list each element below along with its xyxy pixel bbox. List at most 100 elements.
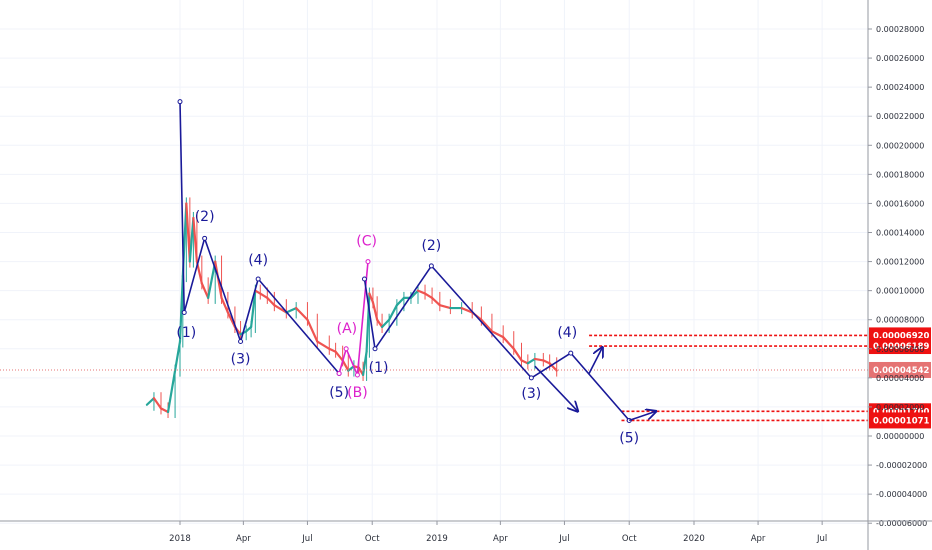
- price-segment: [548, 362, 558, 372]
- price-segment: [520, 359, 529, 365]
- price-segment: [533, 357, 545, 362]
- wave-node: [354, 372, 360, 378]
- wave-label: (B): [347, 385, 368, 401]
- price-segment: [306, 318, 319, 343]
- x-tick-label: 2020: [683, 534, 705, 544]
- price-segment: [409, 289, 420, 300]
- price-segment: [526, 357, 536, 365]
- wave-label: (A): [337, 321, 358, 337]
- x-tick-label: Jul: [558, 534, 569, 544]
- projection-arrow: [588, 347, 602, 374]
- x-tick-label: Apr: [493, 534, 508, 544]
- price-segment: [341, 359, 350, 372]
- current-price-label: 0.00004542: [873, 366, 930, 376]
- y-tick-label: 0.00016000: [876, 199, 924, 208]
- level-label: 0.00001071: [873, 416, 930, 426]
- y-tick-label: 0.00022000: [876, 112, 924, 121]
- price-segment: [159, 407, 170, 414]
- wave-path: [363, 265, 630, 421]
- x-tick-label: Oct: [622, 534, 637, 544]
- x-tick-label: 2018: [169, 534, 191, 544]
- x-tick-label: Oct: [365, 534, 380, 544]
- price-segment: [166, 369, 177, 414]
- y-tick-label: 0.00012000: [876, 258, 924, 267]
- wave-path: [338, 261, 369, 376]
- level-badge: [869, 338, 931, 355]
- price-segment: [295, 306, 309, 321]
- y-tick-label: 0.00008000: [876, 316, 924, 325]
- price-segment: [371, 301, 379, 321]
- wave-label: (2): [195, 209, 215, 225]
- x-tick-label: Jul: [301, 534, 312, 544]
- price-segment: [388, 304, 398, 321]
- projection-arrow: [534, 365, 578, 411]
- y-tick-label: 0.00000000: [876, 432, 924, 441]
- price-segment: [273, 304, 288, 314]
- wave-node: [361, 276, 367, 282]
- x-tick-label: Apr: [751, 534, 766, 544]
- price-segment: [490, 330, 505, 339]
- level-badge: [869, 412, 931, 429]
- price-segment: [460, 306, 474, 314]
- wave-label: (5): [619, 431, 639, 447]
- wave-label: (5): [329, 385, 349, 401]
- price-segment: [480, 318, 494, 333]
- price-segment: [347, 365, 356, 372]
- y-tick-label: 0.00018000: [876, 170, 924, 179]
- price-segment: [152, 397, 163, 410]
- price-segment: [285, 306, 298, 314]
- wave-path: [179, 101, 340, 375]
- price-segment: [220, 296, 229, 314]
- wave-label: (1): [176, 325, 196, 341]
- wave-label: (C): [356, 234, 377, 250]
- y-tick-label: 0.00006000: [876, 345, 924, 354]
- wave-node: [372, 346, 378, 352]
- y-tick-label: 0.00026000: [876, 54, 924, 63]
- wave-labels: (1) (2) (3) (4) (5) (A) (B) (C) (1) (2) (3) (4) (5): [176, 209, 639, 447]
- wave-node: [255, 276, 261, 282]
- wave-node: [343, 346, 349, 352]
- y-tick-label: -0.00006000: [876, 519, 927, 528]
- price-segment: [380, 318, 391, 329]
- price-segment: [502, 336, 515, 350]
- y-tick-label: 0.00014000: [876, 229, 924, 238]
- price-segment: [173, 340, 182, 372]
- price-segment: [328, 347, 337, 353]
- y-tick-label: 0.00028000: [876, 25, 924, 34]
- wave-paths: [177, 99, 656, 423]
- price-segment: [185, 202, 191, 263]
- price-segment: [423, 292, 434, 300]
- level-label: 0.00006189: [873, 342, 930, 352]
- wave-node: [238, 339, 244, 345]
- wave-node: [181, 309, 187, 315]
- level-label: 0.00001700: [873, 407, 930, 417]
- wave-label: (4): [557, 325, 577, 341]
- price-segment: [266, 296, 276, 307]
- x-tick-label: Apr: [236, 534, 251, 544]
- current-price-badge: [869, 361, 931, 378]
- price-segment: [188, 216, 195, 263]
- price-segment: [542, 359, 551, 365]
- wave-node: [336, 370, 342, 376]
- wave-label: (3): [521, 386, 541, 402]
- y-tick-label: 0.00004000: [876, 374, 924, 383]
- x-tick-label: Jul: [816, 534, 827, 544]
- y-tick-label: -0.00002000: [876, 461, 927, 470]
- wave-label: (4): [248, 252, 268, 268]
- wave-node: [568, 350, 574, 356]
- projection-arrow: [628, 411, 656, 422]
- price-segment: [395, 296, 406, 307]
- price-segment: [376, 318, 384, 329]
- y-tick-label: 0.00002000: [876, 403, 924, 412]
- wave-label: (3): [231, 351, 251, 367]
- price-segment: [368, 292, 375, 304]
- price-segment: [145, 397, 156, 406]
- price-segment: [226, 311, 237, 329]
- price-segment: [316, 340, 331, 350]
- price-segment: [361, 350, 368, 377]
- price-segment: [430, 296, 441, 307]
- y-tick-label: -0.00004000: [876, 490, 927, 499]
